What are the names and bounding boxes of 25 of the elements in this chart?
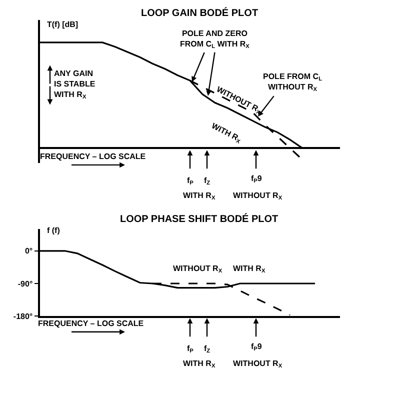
y-tick-label: -180° — [13, 312, 33, 321]
y-tick-label: 0° — [24, 246, 33, 256]
text: f$_{P}$ — [187, 176, 194, 187]
text: WITH R$_{X}$ — [183, 359, 216, 370]
text: f$_{Z}$ — [204, 176, 211, 187]
series-label: WITHOUT R$_{X}$ — [173, 264, 222, 275]
text: 9 — [257, 174, 262, 183]
annotation: POLE FROM C$_{L}$ WITHOUT R$_{X}$ — [263, 72, 323, 94]
text: f$_{P}$ — [187, 344, 194, 355]
text: f$_{Z}$ — [204, 344, 211, 355]
text: WITHOUT R$_{X}$ — [233, 359, 282, 370]
series-label: WITH R$_{X}$ — [233, 264, 266, 275]
text: f$_{P}$9 — [251, 342, 262, 353]
y-tick-label: -90° — [18, 279, 33, 288]
x-axis-title: FREQUENCY – LOG SCALE — [38, 319, 144, 328]
text: WITH R$_{X}$ — [183, 191, 216, 202]
text: WITHOUT R$_{X}$ — [233, 191, 282, 202]
x-axis-title: FREQUENCY – LOG SCALE — [40, 152, 146, 161]
annotation: POLE AND ZERO FROM C$_{L}$ WITH R$_{X}$ — [180, 29, 250, 50]
y-axis-title: T(f) [dB] — [47, 20, 78, 29]
chart-title: LOOP PHASE SHIFT BODÉ PLOT — [120, 213, 278, 225]
y-axis-title: f (f) — [47, 226, 60, 235]
text: f$_{P}$ — [251, 174, 258, 185]
chart-title: LOOP GAIN BODÉ PLOT — [141, 7, 258, 19]
annotation: ANY GAIN IS STABLE WITH R$_{X}$ — [54, 69, 96, 100]
